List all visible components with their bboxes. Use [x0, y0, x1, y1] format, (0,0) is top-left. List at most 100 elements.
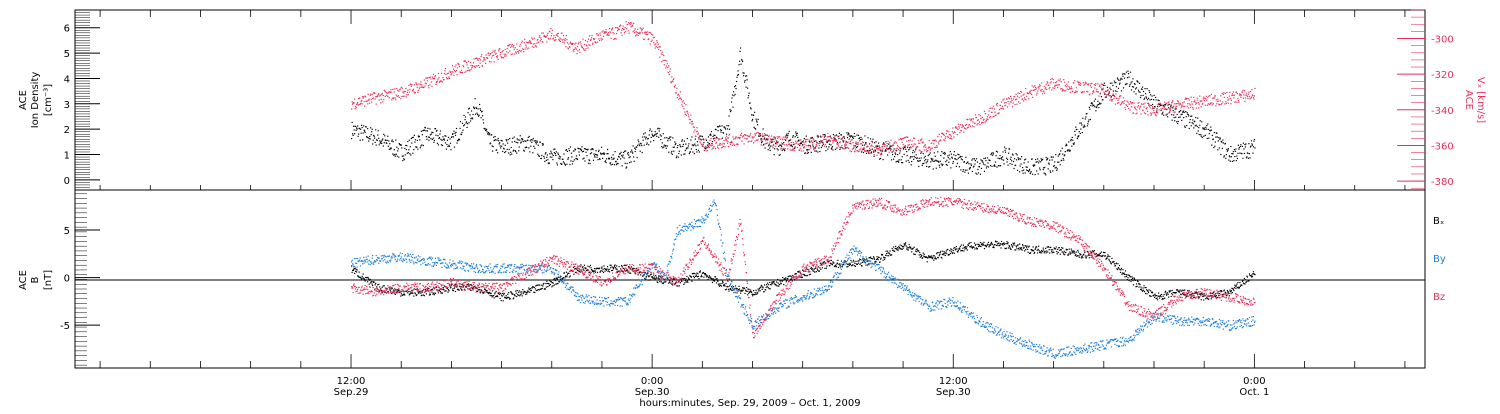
vx-point [1067, 89, 1068, 90]
density-point [1048, 168, 1049, 169]
vx-point [825, 139, 826, 140]
density-point [979, 163, 980, 164]
density-point [835, 149, 836, 150]
density-point [1195, 117, 1196, 118]
bx-point [809, 271, 810, 272]
density-point [1229, 156, 1230, 157]
bx-point [595, 272, 596, 273]
density-point [1071, 139, 1072, 140]
density-point [656, 136, 657, 137]
bx-point [893, 246, 894, 247]
vx-point [1222, 93, 1223, 94]
bx-point [715, 276, 716, 277]
bx-point [870, 257, 871, 258]
density-point [1254, 147, 1255, 148]
vx-point [382, 101, 383, 102]
vx-point [861, 143, 862, 144]
density-point [1104, 94, 1105, 95]
density-point [1099, 102, 1100, 103]
vx-point [878, 148, 879, 149]
density-point [1043, 169, 1044, 170]
vx-point [368, 94, 369, 95]
vx-point [993, 116, 994, 117]
vx-point [470, 62, 471, 63]
vx-point [666, 65, 667, 66]
vx-point [466, 64, 467, 65]
density-point [378, 130, 379, 131]
bx-point [430, 294, 431, 295]
x-tick-time: 12:00 [337, 376, 366, 387]
bx-point [545, 283, 546, 284]
density-point [698, 137, 699, 138]
bx-point [555, 280, 556, 281]
vx-point [417, 87, 418, 88]
vx-point [1089, 94, 1090, 95]
bx-point [522, 289, 523, 290]
density-point [355, 126, 356, 127]
vx-point [508, 52, 509, 53]
density-point [647, 142, 648, 143]
density-point [496, 149, 497, 150]
vx-point [579, 49, 580, 50]
vx-point [1065, 85, 1066, 86]
vx-point [393, 97, 394, 98]
density-point [1113, 90, 1114, 91]
density-point [678, 153, 679, 154]
vx-point [1159, 106, 1160, 107]
density-point [1186, 116, 1187, 117]
density-point [640, 151, 641, 152]
vx-point [959, 132, 960, 133]
density-point [1140, 97, 1141, 98]
bx-point [415, 293, 416, 294]
density-point [818, 147, 819, 148]
vx-point [983, 119, 984, 120]
density-point [839, 149, 840, 150]
density-point [659, 128, 660, 129]
bx-point [696, 274, 697, 275]
vx-point [1181, 107, 1182, 108]
vx-point [578, 42, 579, 43]
vx-point [1205, 105, 1206, 106]
density-point [505, 151, 506, 152]
density-point [493, 137, 494, 138]
density-point [925, 159, 926, 160]
density-point [819, 151, 820, 152]
density-point [1246, 156, 1247, 157]
vx-point [1009, 98, 1010, 99]
bx-point [523, 293, 524, 294]
bx-point [708, 277, 709, 278]
x-axis: 12:00Sep.290:00Sep.3012:00Sep.300:00Oct.… [100, 10, 1405, 398]
density-point [1211, 130, 1212, 131]
vx-point [655, 43, 656, 44]
vx-point [517, 49, 518, 50]
density-point [408, 149, 409, 150]
vx-point [568, 48, 569, 49]
bx-point [581, 271, 582, 272]
vx-point [662, 54, 663, 55]
vx-point [1042, 89, 1043, 90]
density-point [413, 149, 414, 150]
bx-point [600, 271, 601, 272]
density-point [560, 156, 561, 157]
density-point [743, 73, 744, 74]
vx-point [624, 32, 625, 33]
vx-point [1153, 110, 1154, 111]
density-point [906, 151, 907, 152]
vx-point [1004, 102, 1005, 103]
bx-point [858, 263, 859, 264]
density-point [825, 150, 826, 151]
density-point [1169, 104, 1170, 105]
bx-point [672, 281, 673, 282]
vx-point [493, 55, 494, 56]
vx-point [1247, 98, 1248, 99]
density-point [878, 145, 879, 146]
density-point [894, 156, 895, 157]
density-point [854, 133, 855, 134]
vx-point [595, 42, 596, 43]
vx-point [886, 141, 887, 142]
density-point [662, 142, 663, 143]
density-point [953, 154, 954, 155]
vx-point [991, 112, 992, 113]
vx-point [813, 138, 814, 139]
vx-point [396, 88, 397, 89]
